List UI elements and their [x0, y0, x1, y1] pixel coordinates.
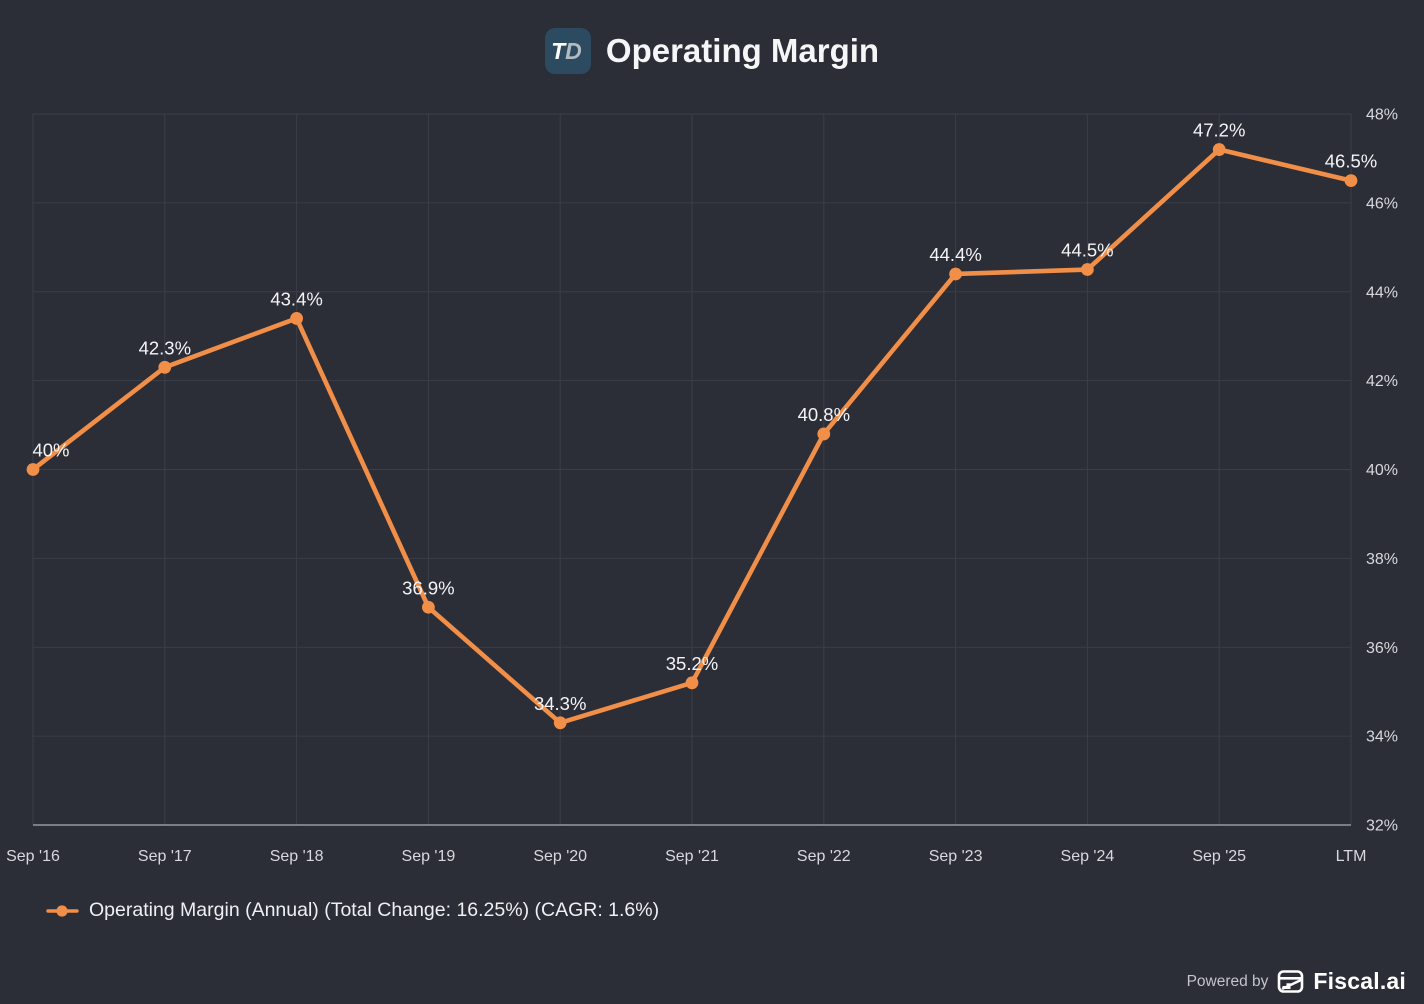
data-point[interactable] [1212, 143, 1226, 156]
chart-svg: 32% 34% 36% 38% 40% 42% 44% 46% 48% Sep '16 Sep '1… [6, 107, 1398, 866]
data-point-label: 44.4% [929, 244, 981, 265]
powered-by-label: Powered by [1186, 972, 1269, 990]
data-point[interactable] [685, 676, 699, 690]
data-point[interactable] [1081, 263, 1094, 276]
x-axis-tick-label: Sep '21 [665, 848, 719, 865]
x-axis-tick-label: Sep '20 [533, 848, 587, 865]
data-point[interactable] [1344, 174, 1358, 188]
x-axis-tick-label: LTM [1336, 848, 1367, 865]
x-axis-tick-label: Sep '25 [1192, 848, 1246, 865]
y-axis-tick-label: 36% [1366, 640, 1398, 657]
data-point-label: 34.3% [534, 693, 586, 714]
y-axis-tick-label: 34% [1366, 729, 1398, 746]
ticker-badge-td: T D [544, 28, 591, 74]
data-point[interactable] [817, 427, 831, 441]
y-axis-tick-label: 48% [1366, 107, 1398, 124]
attribution-footer: Powered by Fiscal.ai [1187, 968, 1406, 995]
brand-name: Fiscal.ai [1313, 968, 1406, 994]
x-axis-tick-label: Sep '17 [138, 848, 192, 865]
y-axis-tick-label: 46% [1366, 195, 1398, 212]
data-point-label: 40% [32, 440, 69, 461]
y-axis-tick-label: 38% [1366, 551, 1398, 568]
fiscal-ai-logo-icon [1278, 970, 1304, 993]
chart-plot-area: 32% 34% 36% 38% 40% 42% 44% 46% 48% Sep '16 Sep '1… [6, 107, 1398, 866]
badge-letter-t: T [551, 37, 566, 64]
data-point-label: 40.8% [798, 404, 850, 425]
legend-label: Operating Margin (Annual) (Total Change:… [89, 899, 660, 921]
y-axis-tick-label: 42% [1366, 373, 1398, 390]
legend-marker-icon [46, 904, 79, 917]
badge-letter-d: D [565, 37, 582, 64]
x-axis-tick-label: Sep '22 [797, 848, 851, 865]
x-axis-tick-label: Sep '24 [1061, 848, 1115, 865]
y-axis-tick-label: 40% [1366, 462, 1398, 479]
data-point[interactable] [422, 600, 435, 614]
data-point[interactable] [949, 267, 962, 281]
data-point-label: 36.9% [402, 577, 454, 598]
data-point[interactable] [553, 716, 567, 730]
y-axis-tick-label: 44% [1366, 284, 1398, 301]
data-point[interactable] [26, 463, 40, 476]
chart-header: T D Operating Margin [0, 26, 1424, 76]
data-point-label: 35.2% [666, 653, 718, 674]
data-point-label: 47.2% [1193, 120, 1245, 141]
y-axis-tick-label: 32% [1366, 818, 1398, 835]
data-point[interactable] [290, 312, 303, 325]
data-point-label: 44.5% [1061, 240, 1113, 261]
data-point-label: 46.5% [1325, 151, 1377, 172]
data-point[interactable] [158, 360, 172, 374]
x-axis-tick-label: Sep '23 [929, 848, 983, 865]
x-axis-tick-label: Sep '16 [6, 848, 60, 865]
legend[interactable]: Operating Margin (Annual) (Total Change:… [46, 899, 659, 922]
x-axis-tick-label: Sep '18 [270, 848, 324, 865]
chart-title: Operating Margin [605, 32, 880, 69]
data-point-label: 43.4% [270, 288, 322, 309]
data-point-label: 42.3% [139, 337, 191, 358]
x-axis-tick-label: Sep '19 [402, 848, 456, 865]
